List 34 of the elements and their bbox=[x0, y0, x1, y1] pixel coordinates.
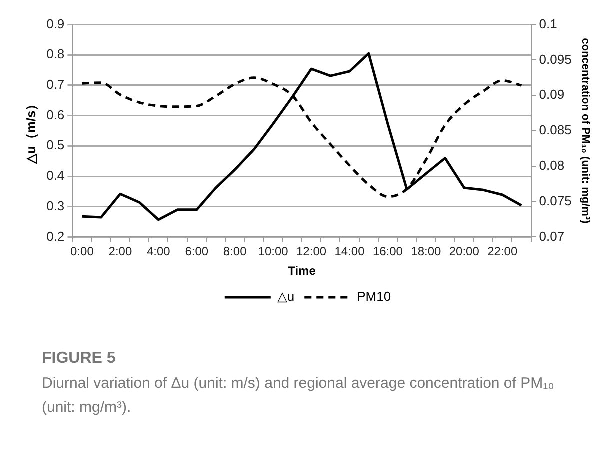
x-tick-label: 10:00 bbox=[258, 244, 289, 259]
x-axis-title: Time bbox=[288, 264, 316, 278]
x-tick-label: 14:00 bbox=[334, 244, 366, 259]
x-tick-label: 8:00 bbox=[223, 244, 248, 259]
y2-tick-label: 0.075 bbox=[539, 193, 572, 208]
y-tick-label: 0.6 bbox=[46, 107, 65, 122]
x-tick-label: 6:00 bbox=[185, 244, 209, 259]
y2-axis-title: concentration of PM₁₀ (unit: mg/m³) bbox=[579, 38, 592, 224]
legend-label: PM10 bbox=[357, 289, 392, 304]
y-tick-label: 0.7 bbox=[46, 77, 65, 92]
x-tick-label: 18:00 bbox=[411, 244, 442, 259]
y-axis-title: △u（m/s） bbox=[23, 98, 38, 166]
y2-tick-label: 0.1 bbox=[539, 16, 558, 32]
y-tick-label: 0.9 bbox=[46, 16, 65, 32]
legend-label: △u bbox=[277, 289, 295, 304]
y-tick-label: 0.5 bbox=[46, 138, 65, 153]
x-tick-label: 20:00 bbox=[449, 244, 480, 259]
y-tick-label: 0.8 bbox=[46, 46, 65, 62]
y2-tick-label: 0.095 bbox=[539, 52, 572, 67]
x-tick-label: 2:00 bbox=[108, 244, 132, 259]
x-tick-label: 16:00 bbox=[372, 244, 404, 259]
y2-tick-label: 0.09 bbox=[539, 87, 565, 102]
y-tick-label: 0.3 bbox=[46, 198, 65, 214]
x-tick-label: 12:00 bbox=[296, 244, 327, 259]
caption: FIGURE 5 bbox=[42, 350, 117, 368]
y2-tick-label: 0.07 bbox=[539, 228, 565, 244]
x-tick-label: 4:00 bbox=[146, 244, 171, 259]
y2-tick-label: 0.085 bbox=[539, 122, 572, 138]
text: Diurnal variation of Δu (unit: m/s) and regional average concentration of PM₁₀ (unit: mg/m³). bbox=[42, 374, 556, 418]
y2-tick-label: 0.08 bbox=[539, 158, 565, 173]
x-tick-label: 22:00 bbox=[488, 244, 518, 259]
x-tick-label: 0:00 bbox=[70, 244, 94, 259]
y-tick-label: 0.2 bbox=[46, 228, 65, 244]
y-tick-label: 0.4 bbox=[46, 168, 65, 184]
